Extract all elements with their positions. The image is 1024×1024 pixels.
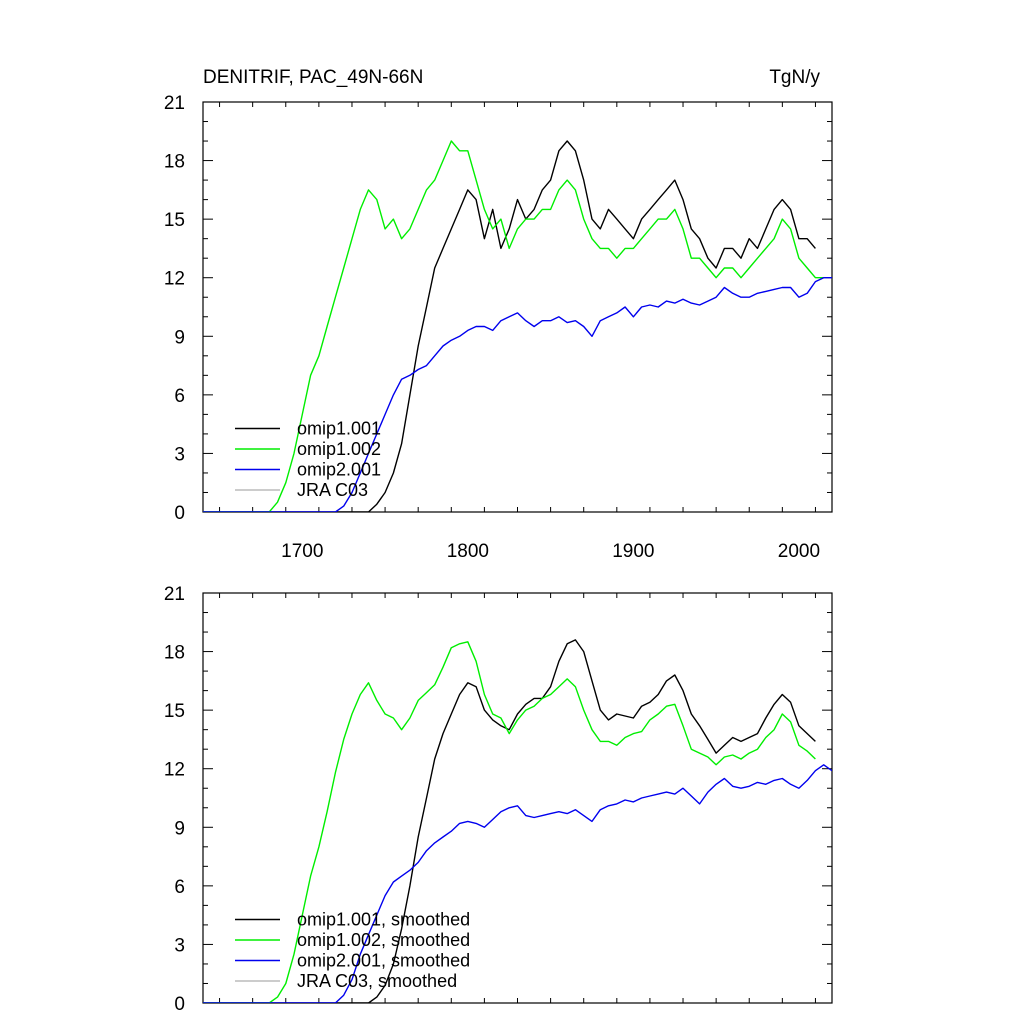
series-line-omip1-001	[203, 140, 816, 512]
x-tick-label: 1700	[281, 541, 323, 562]
legend-label: omip2.001, smoothed	[297, 951, 470, 971]
units-label: TgN/y	[769, 67, 820, 88]
y-tick-label: 9	[174, 327, 185, 348]
y-tick-label: 15	[164, 701, 185, 722]
y-tick-label: 0	[174, 994, 185, 1015]
y-tick-label: 6	[174, 877, 185, 898]
chart-title: DENITRIF, PAC_49N-66N	[203, 67, 423, 88]
y-tick-label: 12	[164, 760, 185, 781]
y-tick-label: 3	[174, 935, 185, 956]
legend-label: omip1.001, smoothed	[297, 910, 470, 930]
legend-label: omip1.001	[297, 419, 381, 439]
series-line-omip1-002-smoothed	[203, 641, 816, 1003]
y-tick-label: 18	[164, 152, 185, 173]
legend-label: JRA C03, smoothed	[297, 971, 457, 991]
y-tick-label: 9	[174, 818, 185, 839]
legend-label: omip1.002	[297, 439, 381, 459]
legend-label: JRA C03	[297, 480, 368, 500]
y-tick-label: 18	[164, 643, 185, 664]
x-tick-label: 2000	[778, 541, 820, 562]
series-line-omip2-001	[203, 277, 832, 512]
legend-label: omip2.001	[297, 460, 381, 480]
y-tick-label: 0	[174, 503, 185, 524]
y-tick-label: 6	[174, 386, 185, 407]
y-tick-label: 21	[164, 93, 185, 114]
y-tick-label: 21	[164, 584, 185, 605]
x-tick-label: 1800	[447, 541, 489, 562]
x-tick-label: 1900	[612, 541, 654, 562]
series-line-omip1-001-smoothed	[203, 639, 816, 1003]
y-tick-label: 3	[174, 444, 185, 465]
series-line-omip1-002	[203, 140, 824, 512]
y-tick-label: 15	[164, 210, 185, 231]
series-line-omip2-001-smoothed	[203, 764, 832, 1003]
y-tick-label: 12	[164, 269, 185, 290]
legend-label: omip1.002, smoothed	[297, 930, 470, 950]
bottom-panel: 0 3 6 9 12 15 18 21 omip1.001, smoothedomip1.002…	[164, 584, 833, 1015]
